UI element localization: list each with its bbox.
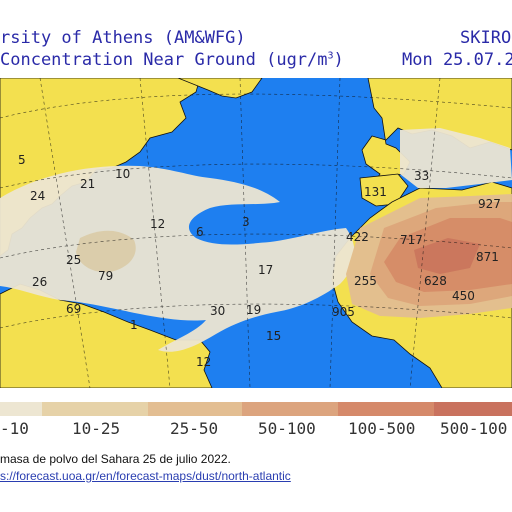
legend-label-500-1000: 500-100 [440, 419, 508, 438]
map-value: 927 [478, 197, 501, 211]
map-value: 131 [364, 185, 387, 199]
map-value: 12 [150, 217, 165, 231]
legend-label-100-500: 100-500 [348, 419, 416, 438]
map-value-labels: 5 21 10 24 12 6 3 131 33 927 25 79 26 17… [18, 153, 501, 369]
map-value: 717 [400, 233, 423, 247]
map-value: 30 [210, 304, 225, 318]
map-value: 17 [258, 263, 273, 277]
map-value: 12 [196, 355, 211, 369]
map-value: 3 [242, 215, 250, 229]
legend-swatch-50-100 [242, 402, 338, 416]
map-value: 628 [424, 274, 447, 288]
dust-sahara-500 [414, 238, 480, 274]
map-value: 26 [32, 275, 47, 289]
map-header: rsity of Athens (AM&WFG) SKIRON Concentr… [0, 0, 512, 78]
map-value: 21 [80, 177, 95, 191]
legend-swatch-25-50 [148, 402, 242, 416]
map-value: 450 [452, 289, 475, 303]
map-value: 6 [196, 225, 204, 239]
legend-label-50-100: 50-100 [258, 419, 316, 438]
legend-swatch-10-25 [42, 402, 148, 416]
map-value: 19 [246, 303, 261, 317]
dust-band-inner [76, 230, 136, 273]
map-value: 15 [266, 329, 281, 343]
header-variable: Concentration Near Ground (ugr/m3) [0, 50, 344, 70]
header-variable-sup: 3 [327, 50, 334, 62]
map-value: 905 [332, 305, 355, 319]
map-value: 79 [98, 269, 113, 283]
map-value: 5 [18, 153, 26, 167]
header-date: Mon 25.07.22 [402, 50, 512, 70]
map-value: 69 [66, 302, 81, 316]
legend-label-10-25: 10-25 [72, 419, 121, 438]
dust-europe [400, 128, 512, 188]
map-value: 25 [66, 253, 81, 267]
graticule [0, 78, 512, 388]
map-value: 10 [115, 167, 130, 181]
map-value: 1 [130, 318, 138, 332]
legend-swatch-0-10 [0, 402, 42, 416]
map-value: 33 [414, 169, 429, 183]
header-model-name: SKIRON [460, 28, 512, 48]
source-link[interactable]: s://forecast.uoa.gr/en/forecast-maps/dus… [0, 469, 291, 483]
header-variable-end: ) [333, 50, 344, 70]
map-value: 422 [346, 230, 369, 244]
map-value: 24 [30, 189, 45, 203]
dust-map: 5 21 10 24 12 6 3 131 33 927 25 79 26 17… [0, 78, 512, 388]
legend-label-0-10: -10 [0, 419, 29, 438]
dust-plume [0, 128, 512, 352]
legend-color-bar [0, 402, 512, 416]
header-variable-text: Concentration Near Ground (ugr/m [0, 50, 328, 70]
caption-text: masa de polvo del Sahara 25 de julio 202… [0, 452, 231, 466]
land-greenland [177, 78, 263, 99]
map-value: 871 [476, 250, 499, 264]
legend-swatch-500-1000 [434, 402, 512, 416]
map-value: 255 [354, 274, 377, 288]
legend-label-25-50: 25-50 [170, 419, 219, 438]
legend-swatch-100-500 [338, 402, 434, 416]
dust-band-atlantic [0, 165, 355, 352]
header-institution: rsity of Athens (AM&WFG) [0, 28, 246, 48]
